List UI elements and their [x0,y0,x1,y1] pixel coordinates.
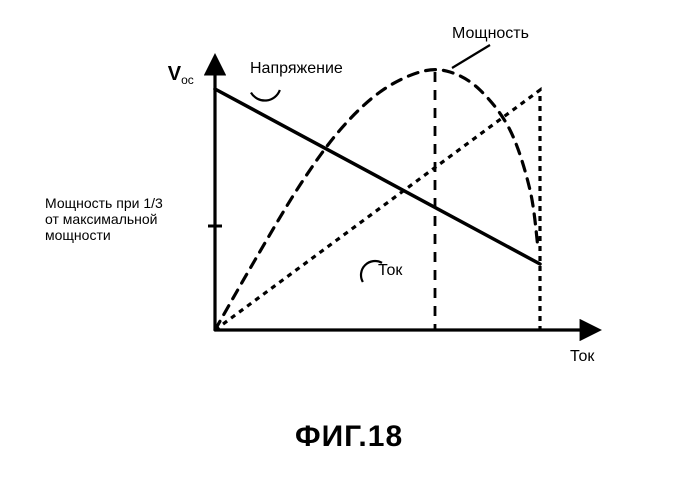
voltage-leader [251,90,280,101]
voc-v: Vос [168,67,194,84]
figure-container: Vос Напряжение Мощность Ток Ток Мощность… [0,0,690,500]
voltage-line [215,89,540,264]
power-curve [215,70,538,330]
label-x-axis: Ток [570,348,594,366]
chart-layer [208,45,593,330]
label-y-tick: Мощность при 1/3 от максимальной мощност… [45,195,163,243]
label-power: Мощность [452,25,529,43]
figure-caption: ФИГ.18 [295,420,403,454]
label-voltage: Напряжение [250,60,343,78]
label-voc: Vос [150,45,194,105]
label-current-inside: Ток [378,262,402,280]
power-leader [452,45,490,68]
current-line [215,90,540,330]
